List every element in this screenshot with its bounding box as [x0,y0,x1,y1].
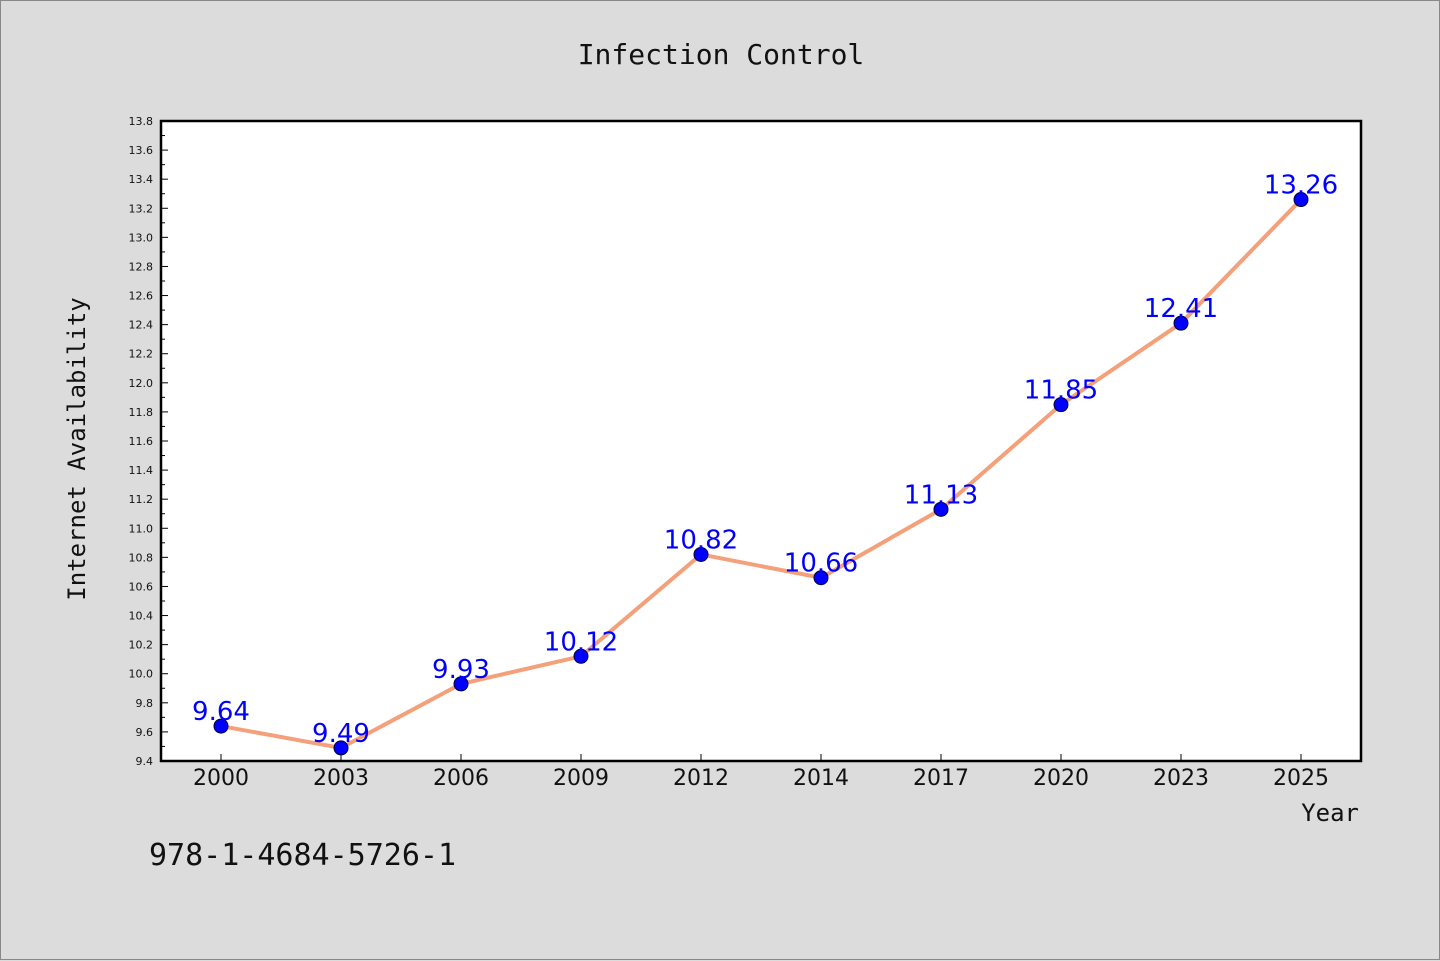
y-tick-label: 9.4 [136,755,154,768]
chart-title: Infection Control [578,38,865,71]
x-tick-label: 2025 [1273,766,1329,791]
x-tick-label: 2023 [1153,766,1209,791]
data-label: 9.93 [432,655,490,685]
x-tick-label: 2012 [673,766,729,791]
y-tick-label: 11.2 [129,493,154,506]
y-tick-label: 13.6 [129,144,154,157]
y-tick-label: 11.0 [129,522,154,535]
data-points [213,192,1309,756]
x-tick-label: 2003 [313,766,369,791]
y-axis: 9.4 9.6 9.8 10.0 10.2 10.4 10.6 10.8 11.0 11.2 11.… [129,115,168,768]
y-tick-label: 12.6 [129,290,154,303]
y-tick-label: 9.6 [136,726,154,739]
data-point [333,740,349,756]
x-tick-label: 2000 [193,766,249,791]
y-tick-label: 13.0 [129,231,154,244]
data-label: 12.41 [1144,294,1218,324]
series-line [219,197,1303,750]
data-point [1293,192,1309,208]
y-tick-label: 11.6 [129,435,154,448]
data-point [1053,397,1069,413]
data-label: 13.26 [1264,171,1338,201]
data-label: 9.49 [312,719,370,749]
data-label: 9.64 [192,697,250,727]
y-tick-label: 12.8 [129,260,154,273]
data-label: 10.12 [544,627,618,657]
data-point [573,648,589,664]
y-tick-label: 10.2 [129,639,154,652]
data-label: 10.66 [784,549,858,579]
y-tick-label: 9.8 [136,697,154,710]
data-point [213,718,229,734]
y-tick-label: 11.4 [129,464,154,477]
y-tick-label: 12.2 [129,348,154,361]
y-tick-label: 10.4 [129,610,154,623]
data-label: 10.82 [664,525,738,555]
data-label: 11.13 [904,480,978,510]
y-tick-label: 11.8 [129,406,154,419]
y-tick-label: 13.2 [129,202,154,215]
data-label: 11.85 [1024,376,1098,406]
isbn-annotation: 978-1-4684-5726-1 [149,838,456,873]
y-tick-label: 13.8 [129,115,154,128]
y-tick-label: 12.0 [129,377,154,390]
plot-area [159,119,1363,763]
x-tick-label: 2017 [913,766,969,791]
data-point [453,676,469,692]
x-tick-label: 2009 [553,766,609,791]
data-point [693,546,709,562]
y-tick-label: 12.4 [129,319,154,332]
y-tick-label: 10.0 [129,668,154,681]
y-tick-label: 10.8 [129,551,154,564]
x-tick-label: 2020 [1033,766,1089,791]
x-tick-label: 2006 [433,766,489,791]
x-axis-label: Year [1301,799,1359,827]
data-point [1173,315,1189,331]
x-axis: 2000 2003 2006 2009 2012 2014 2017 2020 2023 2025 [193,754,1329,791]
data-point [933,501,949,517]
y-tick-label: 10.6 [129,580,154,593]
data-point [813,570,829,586]
y-tick-label: 13.4 [129,173,154,186]
y-axis-label: Internet Availability [63,297,91,600]
x-tick-label: 2014 [793,766,849,791]
data-labels: 9.64 9.49 9.93 10.12 10.82 10.66 11.13 11.85 12.… [192,171,1338,749]
